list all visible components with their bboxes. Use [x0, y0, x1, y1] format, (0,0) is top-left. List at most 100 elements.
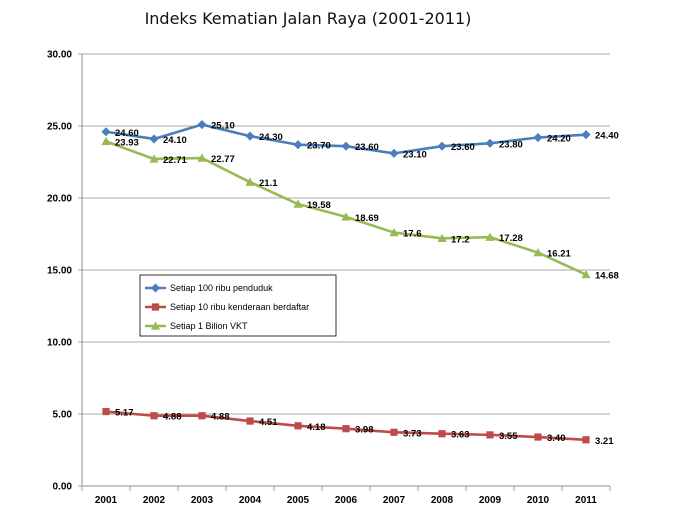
point-population-2006 — [341, 141, 351, 151]
data-label-vkt-2006: 18.69 — [355, 213, 379, 224]
x-tick-label-2006: 2006 — [335, 495, 358, 506]
legend-marker-vkt — [150, 321, 161, 330]
point-vkt-2001 — [101, 136, 111, 146]
data-label-population-2008: 23.60 — [451, 142, 475, 153]
legend-label-vehicles: Setiap 10 ribu kenderaan berdaftar — [170, 302, 309, 312]
point-vkt-2011 — [581, 270, 591, 279]
data-label-vkt-2007: 17.6 — [403, 229, 422, 240]
point-vehicles-2004 — [246, 417, 254, 425]
legend-marker-vehicles — [151, 303, 160, 311]
legend-label-vkt: Setiap 1 Bilion VKT — [170, 321, 248, 331]
data-label-vkt-2004: 21.1 — [259, 178, 278, 189]
data-label-vehicles-2008: 3.63 — [451, 430, 470, 441]
data-label-vkt-2010: 16.21 — [547, 249, 571, 260]
point-vehicles-2008 — [438, 430, 446, 438]
data-label-vkt-2001: 23.93 — [115, 137, 139, 148]
data-label-vehicles-2001: 5.17 — [115, 408, 134, 419]
point-vehicles-2005 — [294, 422, 302, 430]
point-vehicles-2011 — [582, 436, 590, 444]
x-tick-label-2007: 2007 — [383, 495, 406, 506]
point-vkt-2010 — [533, 247, 543, 257]
point-vkt-2008 — [437, 233, 447, 242]
x-tick-label-2004: 2004 — [239, 495, 262, 506]
point-population-2003 — [197, 119, 207, 130]
point-population-2002 — [149, 134, 159, 144]
data-label-vehicles-2007: 3.73 — [403, 428, 422, 439]
data-label-vehicles-2003: 4.88 — [211, 412, 230, 423]
point-vkt-2004 — [245, 177, 255, 186]
point-vehicles-2007 — [390, 428, 398, 436]
point-population-2004 — [245, 131, 255, 141]
data-label-population-2005: 23.70 — [307, 141, 331, 152]
x-tick-label-2001: 2001 — [95, 495, 118, 506]
point-population-2010 — [533, 132, 543, 143]
data-label-population-2001: 24.60 — [115, 128, 139, 139]
point-population-2009 — [485, 138, 495, 148]
point-vkt-2007 — [389, 227, 399, 237]
point-vkt-2005 — [293, 199, 303, 208]
legend-box — [139, 274, 337, 337]
x-tick-label-2009: 2009 — [479, 495, 502, 506]
data-label-vehicles-2006: 3.98 — [355, 425, 374, 436]
data-label-population-2003: 25.10 — [211, 121, 235, 132]
series-vehicles — [102, 407, 590, 444]
x-tick-label-2005: 2005 — [287, 495, 310, 506]
point-vehicles-2010 — [534, 433, 542, 441]
point-vkt-2002 — [149, 154, 159, 163]
data-label-vehicles-2011: 3.21 — [595, 436, 614, 447]
data-label-vkt-2008: 17.2 — [451, 234, 470, 245]
legend: Setiap 100 ribu penduduk Setiap 10 ribu k… — [139, 274, 337, 337]
point-vehicles-2003 — [198, 412, 206, 420]
point-vehicles-2001 — [102, 407, 110, 416]
series-vkt — [101, 136, 591, 279]
data-label-vehicles-2010: 3.40 — [547, 433, 566, 444]
legend-marker-population — [150, 283, 161, 293]
y-axis-ticks: 0.00 5.00 10.00 15.00 20.00 25.00 30.00 — [47, 50, 72, 493]
data-label-vkt-2011: 14.68 — [595, 271, 619, 282]
x-tick-label-2011: 2011 — [575, 495, 597, 506]
data-label-vkt-2003: 22.77 — [211, 154, 235, 165]
point-vkt-2006 — [341, 212, 351, 221]
point-population-2001 — [101, 127, 111, 137]
point-vehicles-2002 — [150, 412, 158, 420]
x-tick-label-2003: 2003 — [191, 495, 214, 506]
y-tick-label-2: 10.00 — [47, 338, 72, 349]
data-labels: 24.60 24.10 25.10 24.30 23.70 23.60 23.10 23.60… — [115, 121, 619, 447]
data-label-population-2010: 24.20 — [547, 134, 571, 145]
data-label-vehicles-2005: 4.18 — [307, 422, 326, 433]
point-vehicles-2009 — [486, 431, 494, 439]
grid — [82, 53, 610, 487]
data-label-population-2006: 23.60 — [355, 142, 379, 153]
legend-label-population: Setiap 100 ribu penduduk — [170, 283, 273, 293]
point-population-2005 — [293, 140, 303, 150]
data-label-population-2009: 23.80 — [499, 139, 523, 150]
data-label-population-2007: 23.10 — [403, 149, 427, 160]
data-label-vkt-2002: 22.71 — [163, 155, 187, 166]
y-tick-label-1: 5.00 — [53, 410, 73, 421]
y-tick-label-0: 0.00 — [53, 482, 73, 493]
axes — [78, 53, 611, 491]
data-label-vkt-2005: 19.58 — [307, 200, 331, 211]
x-tick-label-2008: 2008 — [431, 495, 454, 506]
chart-title: Indeks Kematian Jalan Raya (2001-2011) — [145, 9, 472, 28]
data-label-population-2002: 24.10 — [163, 135, 187, 146]
series-population — [101, 119, 591, 159]
point-vehicles-2006 — [342, 425, 350, 433]
data-label-population-2011: 24.40 — [595, 131, 619, 142]
y-tick-label-5: 25.00 — [47, 122, 72, 133]
x-tick-label-2002: 2002 — [143, 495, 166, 506]
y-tick-label-4: 20.00 — [47, 194, 72, 205]
point-population-2011 — [581, 129, 591, 140]
data-label-vkt-2009: 17.28 — [499, 233, 523, 244]
point-vkt-2003 — [197, 153, 207, 162]
y-tick-label-6: 30.00 — [47, 50, 72, 61]
point-population-2007 — [389, 148, 399, 159]
y-tick-label-3: 15.00 — [47, 266, 72, 277]
point-vkt-2009 — [485, 232, 495, 241]
x-tick-label-2010: 2010 — [527, 495, 550, 506]
data-label-vehicles-2009: 3.55 — [499, 431, 518, 442]
data-label-vehicles-2004: 4.51 — [259, 417, 278, 428]
point-population-2008 — [437, 141, 447, 151]
x-axis-ticks: 2001 2002 2003 2004 2005 2006 2007 2008 2009 2010… — [95, 495, 597, 506]
